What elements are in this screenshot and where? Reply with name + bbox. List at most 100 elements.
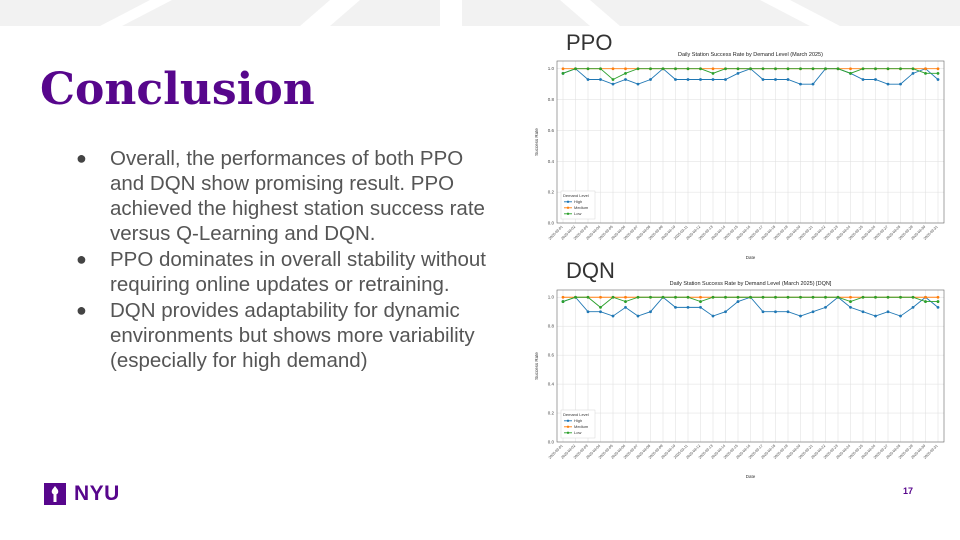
data-point-low xyxy=(736,295,740,299)
data-point-high xyxy=(649,78,652,81)
y-tick-label: 0.0 xyxy=(548,221,555,226)
dqn-chart: Daily Station Success Rate by Demand Lev… xyxy=(534,281,945,479)
logo-text: NYU xyxy=(74,482,120,505)
data-point-high xyxy=(936,305,940,309)
data-point-low xyxy=(886,67,890,71)
ppo-chart: Daily Station Success Rate by Demand Lev… xyxy=(534,52,945,260)
data-point-low xyxy=(574,295,577,299)
data-point-high xyxy=(736,300,740,303)
data-point-low xyxy=(724,67,727,71)
data-point-high xyxy=(761,78,765,81)
data-point-high xyxy=(636,314,640,318)
data-point-low xyxy=(661,67,665,71)
y-tick-label: 1.0 xyxy=(548,295,555,300)
slide-title: Conclusion xyxy=(40,64,315,115)
data-point-low xyxy=(711,71,715,75)
data-point-high xyxy=(724,310,727,314)
data-point-low xyxy=(711,295,715,299)
data-point-low xyxy=(774,67,777,71)
data-point-low xyxy=(611,295,615,299)
data-point-high xyxy=(849,305,852,309)
data-point-medium xyxy=(624,67,627,71)
y-tick-label: 0.0 xyxy=(548,440,555,445)
data-point-medium xyxy=(924,67,927,71)
decorative-header-band xyxy=(0,0,960,26)
data-point-high xyxy=(586,78,590,81)
dqn-chart-label: DQN xyxy=(566,258,615,283)
data-point-high xyxy=(611,82,615,86)
y-tick-label: 0.2 xyxy=(548,411,555,416)
data-point-low xyxy=(886,295,890,299)
bullet-item: ● DQN provides adaptability for dynamic e… xyxy=(76,298,486,373)
data-point-high xyxy=(724,78,727,81)
data-point-low xyxy=(561,71,565,75)
data-point-low xyxy=(874,67,877,71)
bullet-dot-icon: ● xyxy=(76,148,87,168)
y-tick-label: 1.0 xyxy=(548,66,555,71)
data-point-high xyxy=(886,310,890,314)
chart-title: Daily Station Success Rate by Demand Lev… xyxy=(670,281,832,287)
data-point-high xyxy=(624,305,627,309)
bullet-dot-icon: ● xyxy=(76,300,87,320)
y-tick-label: 0.4 xyxy=(548,382,555,387)
y-tick-label: 0.6 xyxy=(548,353,555,358)
data-point-low xyxy=(899,295,902,299)
data-point-high xyxy=(824,305,827,309)
legend-label-high: High xyxy=(574,199,582,204)
data-point-high xyxy=(786,78,790,81)
data-point-low xyxy=(674,295,677,299)
data-point-low xyxy=(686,67,690,71)
torch-icon xyxy=(44,483,66,505)
data-point-high xyxy=(674,78,677,81)
data-point-high xyxy=(861,78,865,81)
legend-label-low: Low xyxy=(574,211,581,216)
data-point-low xyxy=(786,67,790,71)
data-point-high xyxy=(874,78,877,81)
data-point-medium xyxy=(624,295,627,299)
data-point-high xyxy=(711,314,715,318)
bullet-dot-icon: ● xyxy=(76,249,87,269)
data-point-high xyxy=(861,310,865,314)
data-point-low xyxy=(861,295,865,299)
data-point-medium xyxy=(561,295,565,299)
data-point-low xyxy=(861,67,865,71)
data-point-high xyxy=(786,310,790,314)
data-point-high xyxy=(899,82,902,86)
y-axis-label: Success Rate xyxy=(534,352,539,380)
page-number: 17 xyxy=(903,486,914,496)
legend-label-medium: Medium xyxy=(574,205,589,210)
data-point-low xyxy=(611,78,615,81)
data-point-low xyxy=(636,67,640,71)
data-point-high xyxy=(899,314,902,318)
data-point-low xyxy=(761,67,765,71)
x-axis-label: Date xyxy=(746,255,756,260)
data-point-low xyxy=(661,295,665,299)
data-point-low xyxy=(686,295,690,299)
bullet-list: ● Overall, the performances of both PPO a… xyxy=(76,146,486,374)
y-axis-label: Success Rate xyxy=(534,128,539,156)
data-point-low xyxy=(799,67,802,71)
y-tick-label: 0.4 xyxy=(548,159,555,164)
data-point-low xyxy=(874,295,877,299)
plot-area-frame xyxy=(556,60,945,224)
data-point-low xyxy=(724,295,727,299)
bullet-text: Overall, the performances of both PPO an… xyxy=(110,147,485,245)
data-point-high xyxy=(686,305,690,309)
data-point-low xyxy=(624,300,627,303)
data-point-low xyxy=(586,67,590,71)
legend-box xyxy=(560,190,596,220)
legend-marker-high xyxy=(566,200,570,203)
data-point-medium xyxy=(711,67,715,71)
data-point-low xyxy=(799,295,802,299)
x-axis-label: Date xyxy=(746,474,756,479)
data-point-low xyxy=(836,67,840,71)
data-point-high xyxy=(611,314,615,318)
data-point-high xyxy=(774,310,777,314)
data-point-low xyxy=(811,67,815,71)
legend-marker-medium xyxy=(566,425,570,428)
data-point-medium xyxy=(849,295,852,299)
data-point-high xyxy=(674,305,677,309)
data-point-high xyxy=(799,314,802,318)
bullet-item: ● PPO dominates in overall stability with… xyxy=(76,247,486,297)
ppo-chart-label: PPO xyxy=(566,30,613,55)
